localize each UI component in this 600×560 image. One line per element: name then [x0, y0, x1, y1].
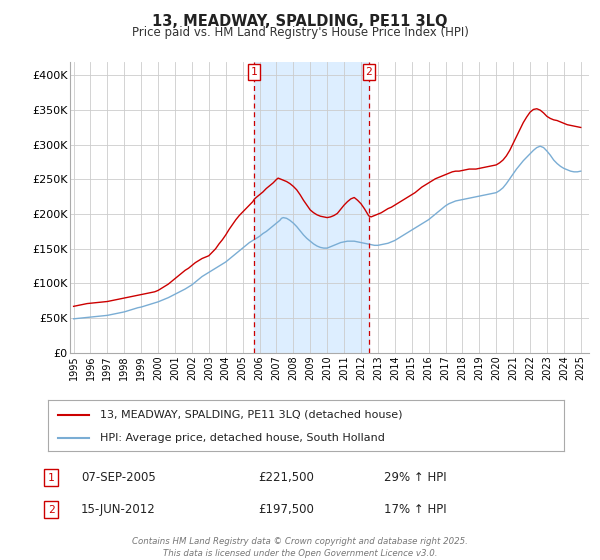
Bar [254, 62, 369, 353]
Text: 17% ↑ HPI: 17% ↑ HPI [384, 503, 446, 516]
Text: £221,500: £221,500 [258, 471, 314, 484]
Text: 2: 2 [365, 67, 372, 77]
Text: 1: 1 [251, 67, 257, 77]
Text: 15-JUN-2012: 15-JUN-2012 [81, 503, 156, 516]
Text: 13, MEADWAY, SPALDING, PE11 3LQ: 13, MEADWAY, SPALDING, PE11 3LQ [152, 14, 448, 29]
Text: Contains HM Land Registry data © Crown copyright and database right 2025.
This d: Contains HM Land Registry data © Crown c… [132, 537, 468, 558]
Text: 07-SEP-2005: 07-SEP-2005 [81, 471, 156, 484]
Text: HPI: Average price, detached house, South Holland: HPI: Average price, detached house, Sout… [100, 433, 385, 443]
Text: 29% ↑ HPI: 29% ↑ HPI [384, 471, 446, 484]
Text: Price paid vs. HM Land Registry's House Price Index (HPI): Price paid vs. HM Land Registry's House … [131, 26, 469, 39]
Text: 1: 1 [47, 473, 55, 483]
Text: 13, MEADWAY, SPALDING, PE11 3LQ (detached house): 13, MEADWAY, SPALDING, PE11 3LQ (detache… [100, 409, 402, 419]
Text: £197,500: £197,500 [258, 503, 314, 516]
Text: 2: 2 [47, 505, 55, 515]
